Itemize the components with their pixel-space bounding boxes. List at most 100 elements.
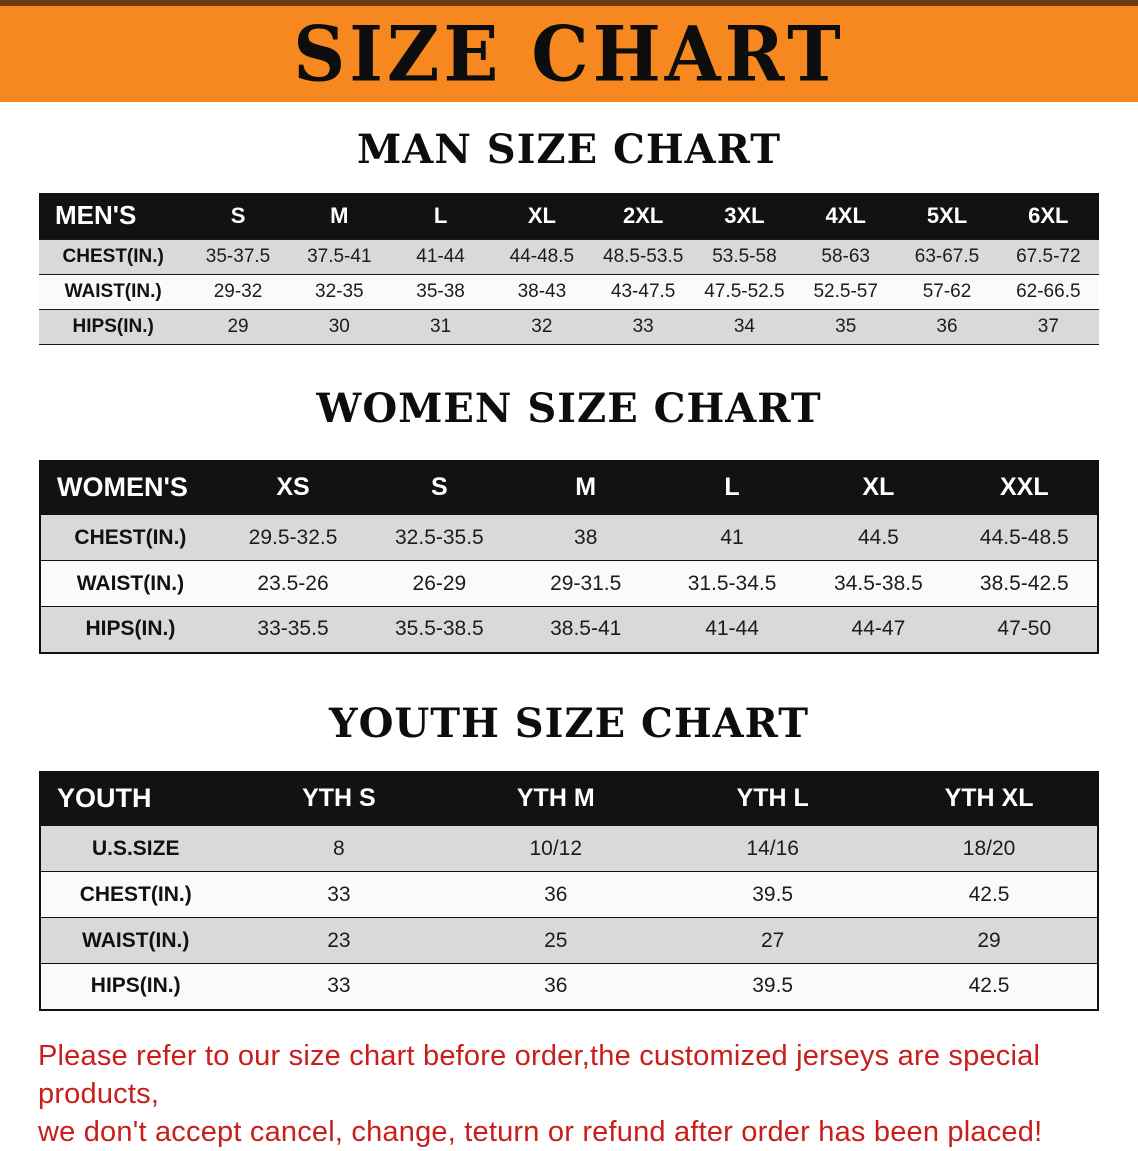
value-cell: 37 — [998, 309, 1099, 344]
youth-section-heading: YOUTH SIZE CHART — [0, 700, 1138, 747]
size-column-header: 3XL — [694, 193, 795, 239]
value-cell: 48.5-53.5 — [593, 239, 694, 274]
value-cell: 37.5-41 — [289, 239, 390, 274]
size-column-header: 2XL — [593, 193, 694, 239]
value-cell: 44.5 — [805, 515, 951, 561]
size-column-header: YTH XL — [881, 772, 1098, 826]
value-cell: 34 — [694, 309, 795, 344]
table-group-label: YOUTH — [40, 772, 230, 826]
value-cell: 53.5-58 — [694, 239, 795, 274]
value-cell: 58-63 — [795, 239, 896, 274]
order-policy-note: Please refer to our size chart before or… — [38, 1037, 1100, 1151]
value-cell: 35-37.5 — [187, 239, 288, 274]
value-cell: 30 — [289, 309, 390, 344]
value-cell: 38 — [513, 515, 659, 561]
value-cell: 41 — [659, 515, 805, 561]
row-label: WAIST(IN.) — [40, 918, 230, 964]
value-cell: 36 — [896, 309, 997, 344]
size-column-header: M — [513, 461, 659, 515]
value-cell: 35.5-38.5 — [366, 607, 512, 653]
value-cell: 38.5-42.5 — [952, 561, 1098, 607]
value-cell: 41-44 — [659, 607, 805, 653]
value-cell: 63-67.5 — [896, 239, 997, 274]
row-label: CHEST(IN.) — [40, 872, 230, 918]
size-column-header: YTH M — [447, 772, 664, 826]
value-cell: 43-47.5 — [593, 274, 694, 309]
banner: SIZE CHART — [0, 0, 1138, 102]
value-cell: 42.5 — [881, 964, 1098, 1010]
value-cell: 8 — [230, 826, 447, 872]
page-title: SIZE CHART — [293, 16, 845, 92]
value-cell: 33-35.5 — [220, 607, 366, 653]
value-cell: 32 — [491, 309, 592, 344]
value-cell: 33 — [593, 309, 694, 344]
value-cell: 57-62 — [896, 274, 997, 309]
value-cell: 14/16 — [664, 826, 881, 872]
value-cell: 31.5-34.5 — [659, 561, 805, 607]
size-column-header: YTH S — [230, 772, 447, 826]
value-cell: 47-50 — [952, 607, 1098, 653]
value-cell: 42.5 — [881, 872, 1098, 918]
value-cell: 29-31.5 — [513, 561, 659, 607]
value-cell: 31 — [390, 309, 491, 344]
value-cell: 44.5-48.5 — [952, 515, 1098, 561]
order-policy-line-2: we don't accept cancel, change, teturn o… — [38, 1113, 1100, 1151]
size-column-header: 6XL — [998, 193, 1099, 239]
value-cell: 23.5-26 — [220, 561, 366, 607]
value-cell: 38-43 — [491, 274, 592, 309]
size-column-header: M — [289, 193, 390, 239]
value-cell: 39.5 — [664, 872, 881, 918]
value-cell: 32.5-35.5 — [366, 515, 512, 561]
value-cell: 23 — [230, 918, 447, 964]
row-label: WAIST(IN.) — [39, 274, 187, 309]
size-column-header: S — [366, 461, 512, 515]
size-column-header: S — [187, 193, 288, 239]
value-cell: 29.5-32.5 — [220, 515, 366, 561]
size-column-header: XXL — [952, 461, 1098, 515]
order-policy-line-1: Please refer to our size chart before or… — [38, 1037, 1100, 1114]
value-cell: 47.5-52.5 — [694, 274, 795, 309]
size-column-header: XL — [805, 461, 951, 515]
value-cell: 34.5-38.5 — [805, 561, 951, 607]
value-cell: 44-48.5 — [491, 239, 592, 274]
row-label: WAIST(IN.) — [40, 561, 220, 607]
value-cell: 33 — [230, 872, 447, 918]
value-cell: 32-35 — [289, 274, 390, 309]
value-cell: 26-29 — [366, 561, 512, 607]
value-cell: 25 — [447, 918, 664, 964]
value-cell: 52.5-57 — [795, 274, 896, 309]
value-cell: 18/20 — [881, 826, 1098, 872]
size-column-header: XL — [491, 193, 592, 239]
size-column-header: 4XL — [795, 193, 896, 239]
size-column-header: 5XL — [896, 193, 997, 239]
row-label: HIPS(IN.) — [39, 309, 187, 344]
row-label: CHEST(IN.) — [40, 515, 220, 561]
size-column-header: XS — [220, 461, 366, 515]
women-section-heading: WOMEN SIZE CHART — [0, 385, 1138, 432]
value-cell: 29 — [881, 918, 1098, 964]
value-cell: 35-38 — [390, 274, 491, 309]
size-column-header: YTH L — [664, 772, 881, 826]
value-cell: 38.5-41 — [513, 607, 659, 653]
table-group-label: MEN'S — [39, 193, 187, 239]
value-cell: 36 — [447, 964, 664, 1010]
value-cell: 36 — [447, 872, 664, 918]
size-column-header: L — [659, 461, 805, 515]
value-cell: 33 — [230, 964, 447, 1010]
